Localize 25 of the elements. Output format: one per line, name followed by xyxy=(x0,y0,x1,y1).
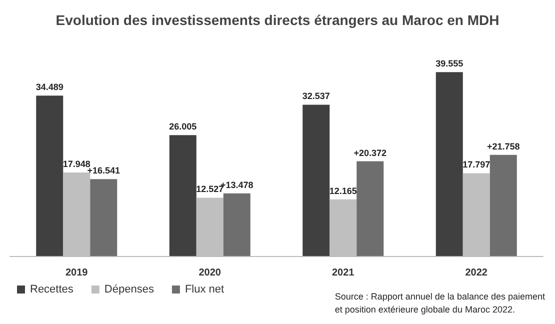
bar xyxy=(169,135,196,256)
x-tick-label: 2022 xyxy=(465,268,488,278)
data-label: 39.555 xyxy=(436,58,464,69)
legend-label: Recettes xyxy=(30,284,74,296)
x-tick-label: 2019 xyxy=(66,268,88,278)
data-label: 34.489 xyxy=(36,82,64,92)
data-label: 32.537 xyxy=(302,91,330,102)
bar xyxy=(490,154,517,256)
x-tick-label: 2020 xyxy=(198,268,222,278)
bar xyxy=(302,104,330,256)
data-label: 26.005 xyxy=(169,122,197,132)
chart-title: Evolution des investissements directs étrangers au Maroc en MDH xyxy=(56,12,500,28)
bar xyxy=(36,96,64,256)
data-label: +20.372 xyxy=(354,148,387,158)
bar xyxy=(223,193,250,256)
legend-label: Dépenses xyxy=(104,284,154,296)
legend-label: Flux net xyxy=(184,284,224,296)
data-label: 17.797 xyxy=(462,160,490,170)
bar xyxy=(90,179,118,256)
data-label: 12.165 xyxy=(329,186,357,196)
bar xyxy=(436,72,463,256)
data-label: +21.758 xyxy=(486,141,520,152)
x-tick-label: 2021 xyxy=(332,268,355,278)
bar xyxy=(356,161,384,256)
source-note: Source : Rapport annuel de la balance des paiement et position extérieure globale du Maroc 2022. xyxy=(334,292,546,314)
